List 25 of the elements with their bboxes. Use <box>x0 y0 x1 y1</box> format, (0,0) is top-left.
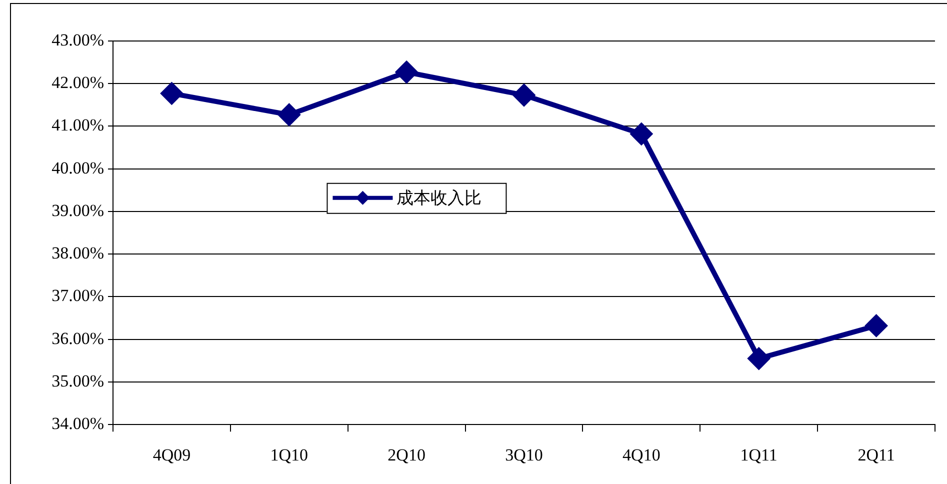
x-tick-label: 3Q10 <box>505 445 543 464</box>
y-tick-label: 38.00% <box>52 244 104 263</box>
y-tick-label: 39.00% <box>52 200 104 220</box>
point <box>395 60 418 84</box>
x-tick-label: 1Q11 <box>740 445 778 464</box>
x-tick-label: 4Q10 <box>622 445 660 464</box>
y-tick-label: 34.00% <box>52 414 104 434</box>
point <box>747 347 770 370</box>
x-tick-label: 1Q10 <box>270 445 308 464</box>
point <box>278 103 301 126</box>
point <box>864 314 888 338</box>
y-tick-label: 42.00% <box>52 73 104 92</box>
y-tick-label: 37.00% <box>52 286 104 306</box>
x-tick-label: 2Q10 <box>388 445 426 464</box>
legend-label: 成本收入比 <box>396 188 482 208</box>
point <box>160 82 184 105</box>
point <box>630 122 653 146</box>
y-tick-label: 36.00% <box>52 328 104 348</box>
x-tick-label: 4Q09 <box>152 445 191 464</box>
y-tick-label: 41.00% <box>52 116 104 135</box>
point <box>512 84 536 107</box>
y-tick-label: 35.00% <box>52 371 104 390</box>
x-tick-label: 2Q11 <box>858 445 895 464</box>
y-tick-label: 43.00% <box>52 30 104 50</box>
y-tick-label: 40.00% <box>52 158 104 178</box>
